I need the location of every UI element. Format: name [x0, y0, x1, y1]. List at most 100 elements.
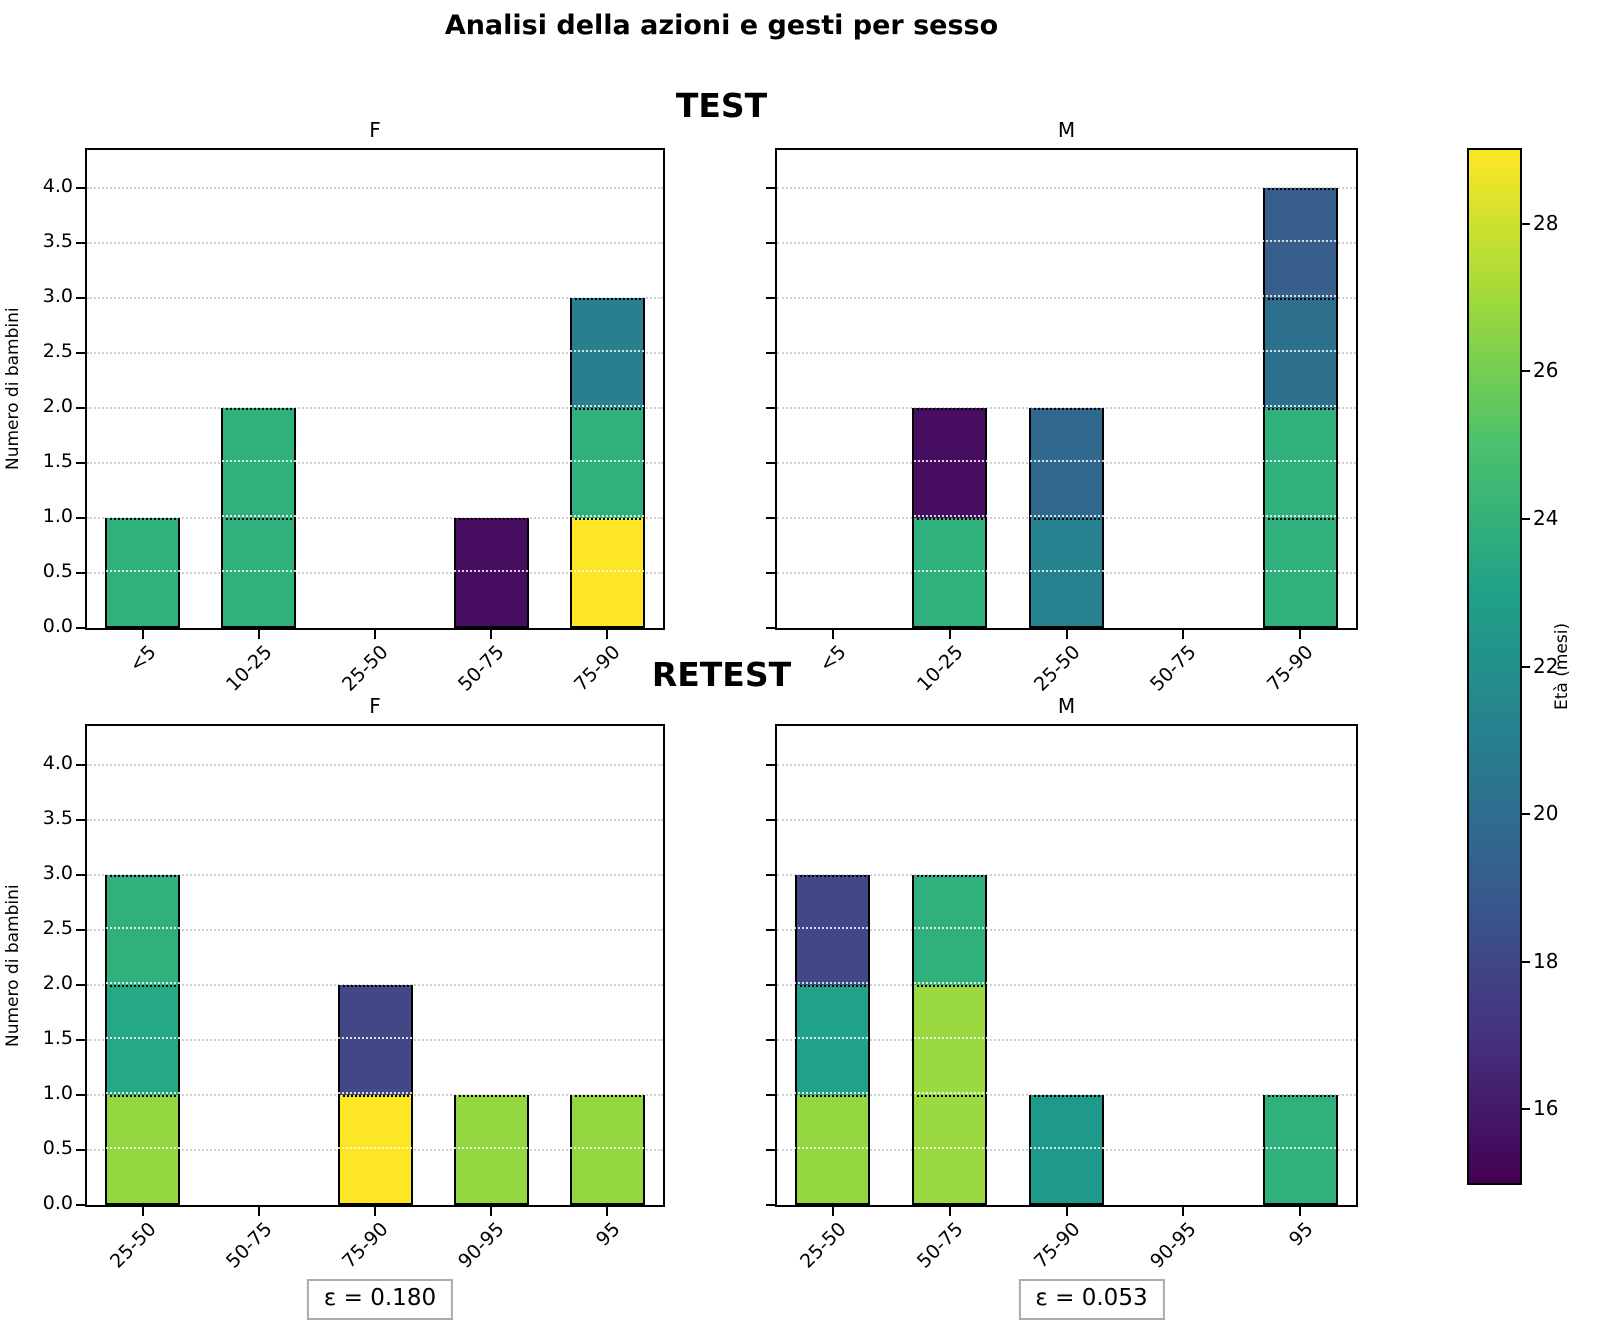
bar-segment — [1029, 1094, 1104, 1205]
bar-segment — [1262, 518, 1338, 628]
grid-overlay — [87, 515, 663, 518]
grid-overlay — [87, 981, 663, 984]
y-tick — [766, 763, 775, 766]
x-tick — [141, 1207, 144, 1216]
colorbar-tick-label: 24 — [1533, 505, 1559, 530]
row-title-retest: RETEST — [651, 655, 792, 694]
bar-segment — [337, 1094, 413, 1205]
y-tick-label: 3.0 — [42, 861, 73, 884]
epsilon-annotation: ε = 0.053 — [1018, 1279, 1165, 1320]
x-tick-label: 95 — [1284, 1218, 1318, 1251]
bar-segment — [1029, 408, 1104, 519]
x-tick-label: 25-50 — [105, 1218, 161, 1273]
y-tick — [76, 517, 85, 520]
grid-overlay — [777, 460, 1356, 463]
bar-segment — [569, 298, 645, 409]
y-tick — [76, 1038, 85, 1041]
grid-overlay — [777, 816, 1356, 819]
grid-overlay — [87, 816, 663, 819]
y-tick — [76, 928, 85, 931]
x-tick — [1299, 630, 1302, 639]
y-tick-label: 4.0 — [42, 751, 73, 774]
bar-segment — [569, 1094, 645, 1205]
x-tick — [257, 1207, 260, 1216]
x-tick — [1182, 630, 1185, 639]
gridline — [87, 352, 663, 355]
bar-segment — [795, 874, 871, 985]
y-tick — [76, 873, 85, 876]
grid-overlay — [87, 761, 663, 764]
bar-segment — [1262, 188, 1338, 299]
colorbar-tick — [1522, 1108, 1530, 1111]
bar-segment — [795, 1094, 871, 1205]
x-tick-label: 50-75 — [912, 1218, 968, 1273]
panel-test-m: M <5 10-25 25-50 50-75 75-90 — [766, 118, 1358, 696]
x-tick — [948, 1207, 951, 1216]
y-tick-label: 3.5 — [42, 806, 73, 829]
y-tick-label: 0.5 — [42, 560, 73, 583]
gridline — [777, 297, 1356, 300]
y-tick — [766, 462, 775, 465]
bar-segment — [453, 518, 529, 628]
y-tick-label: 1.0 — [42, 1081, 73, 1104]
epsilon-annotation: ε = 0.180 — [306, 1279, 454, 1320]
y-tick — [76, 187, 85, 190]
subplot-title: M — [1057, 118, 1076, 142]
y-tick — [766, 242, 775, 245]
bar-segment — [221, 408, 297, 519]
y-tick — [76, 1093, 85, 1096]
y-tick — [766, 818, 775, 821]
x-tick — [1065, 1207, 1068, 1216]
grid-overlay — [87, 926, 663, 929]
panel-retest-f: Numero di bambini F 0.0 0.5 1.0 1.5 2.0 2.5 3.0… — [3, 694, 665, 1320]
y-tick-label: 1.5 — [42, 450, 73, 473]
bar-segment — [105, 518, 181, 628]
subplot-title: M — [1057, 694, 1076, 718]
y-tick — [766, 983, 775, 986]
grid-overlay — [87, 1036, 663, 1039]
grid-overlay — [87, 185, 663, 188]
x-tick-label: 50-75 — [221, 1218, 277, 1273]
x-tick — [141, 630, 144, 639]
gridline — [87, 517, 663, 520]
x-tick — [831, 630, 834, 639]
grid-overlay — [777, 871, 1356, 874]
grid-overlay — [777, 240, 1356, 243]
y-tick — [766, 1148, 775, 1151]
x-tick — [490, 1207, 493, 1216]
gridline — [87, 818, 663, 821]
bar-segment — [105, 1094, 181, 1205]
y-tick-label: 0.0 — [42, 615, 73, 637]
gridline — [87, 242, 663, 245]
colorbar-tick — [1522, 370, 1530, 373]
gridline — [87, 873, 663, 876]
x-tick — [257, 630, 260, 639]
grid-overlay — [87, 1146, 663, 1149]
gridline — [87, 462, 663, 465]
y-tick-label: 2.0 — [42, 395, 73, 418]
y-tick-label: 4.0 — [42, 175, 73, 198]
grid-overlay — [777, 761, 1356, 764]
x-tick — [831, 1207, 834, 1216]
colorbar-tick — [1522, 960, 1530, 963]
y-tick — [76, 572, 85, 575]
y-tick — [766, 407, 775, 410]
gridline — [87, 407, 663, 410]
gridline — [777, 407, 1356, 410]
grid-overlay — [777, 185, 1356, 188]
bar-segment — [912, 874, 988, 985]
grid-overlay — [87, 570, 663, 573]
colorbar-tick — [1522, 517, 1530, 520]
x-tick — [606, 630, 609, 639]
y-tick-label: 2.5 — [42, 340, 73, 363]
grid-overlay — [777, 1036, 1356, 1039]
y-tick — [76, 297, 85, 300]
bar-segment — [569, 518, 645, 628]
bar-segment — [1262, 1094, 1338, 1205]
x-tick — [1065, 630, 1068, 639]
grid-overlay — [87, 460, 663, 463]
gridline — [777, 242, 1356, 245]
gridline — [777, 983, 1356, 986]
bar-segment — [569, 408, 645, 519]
